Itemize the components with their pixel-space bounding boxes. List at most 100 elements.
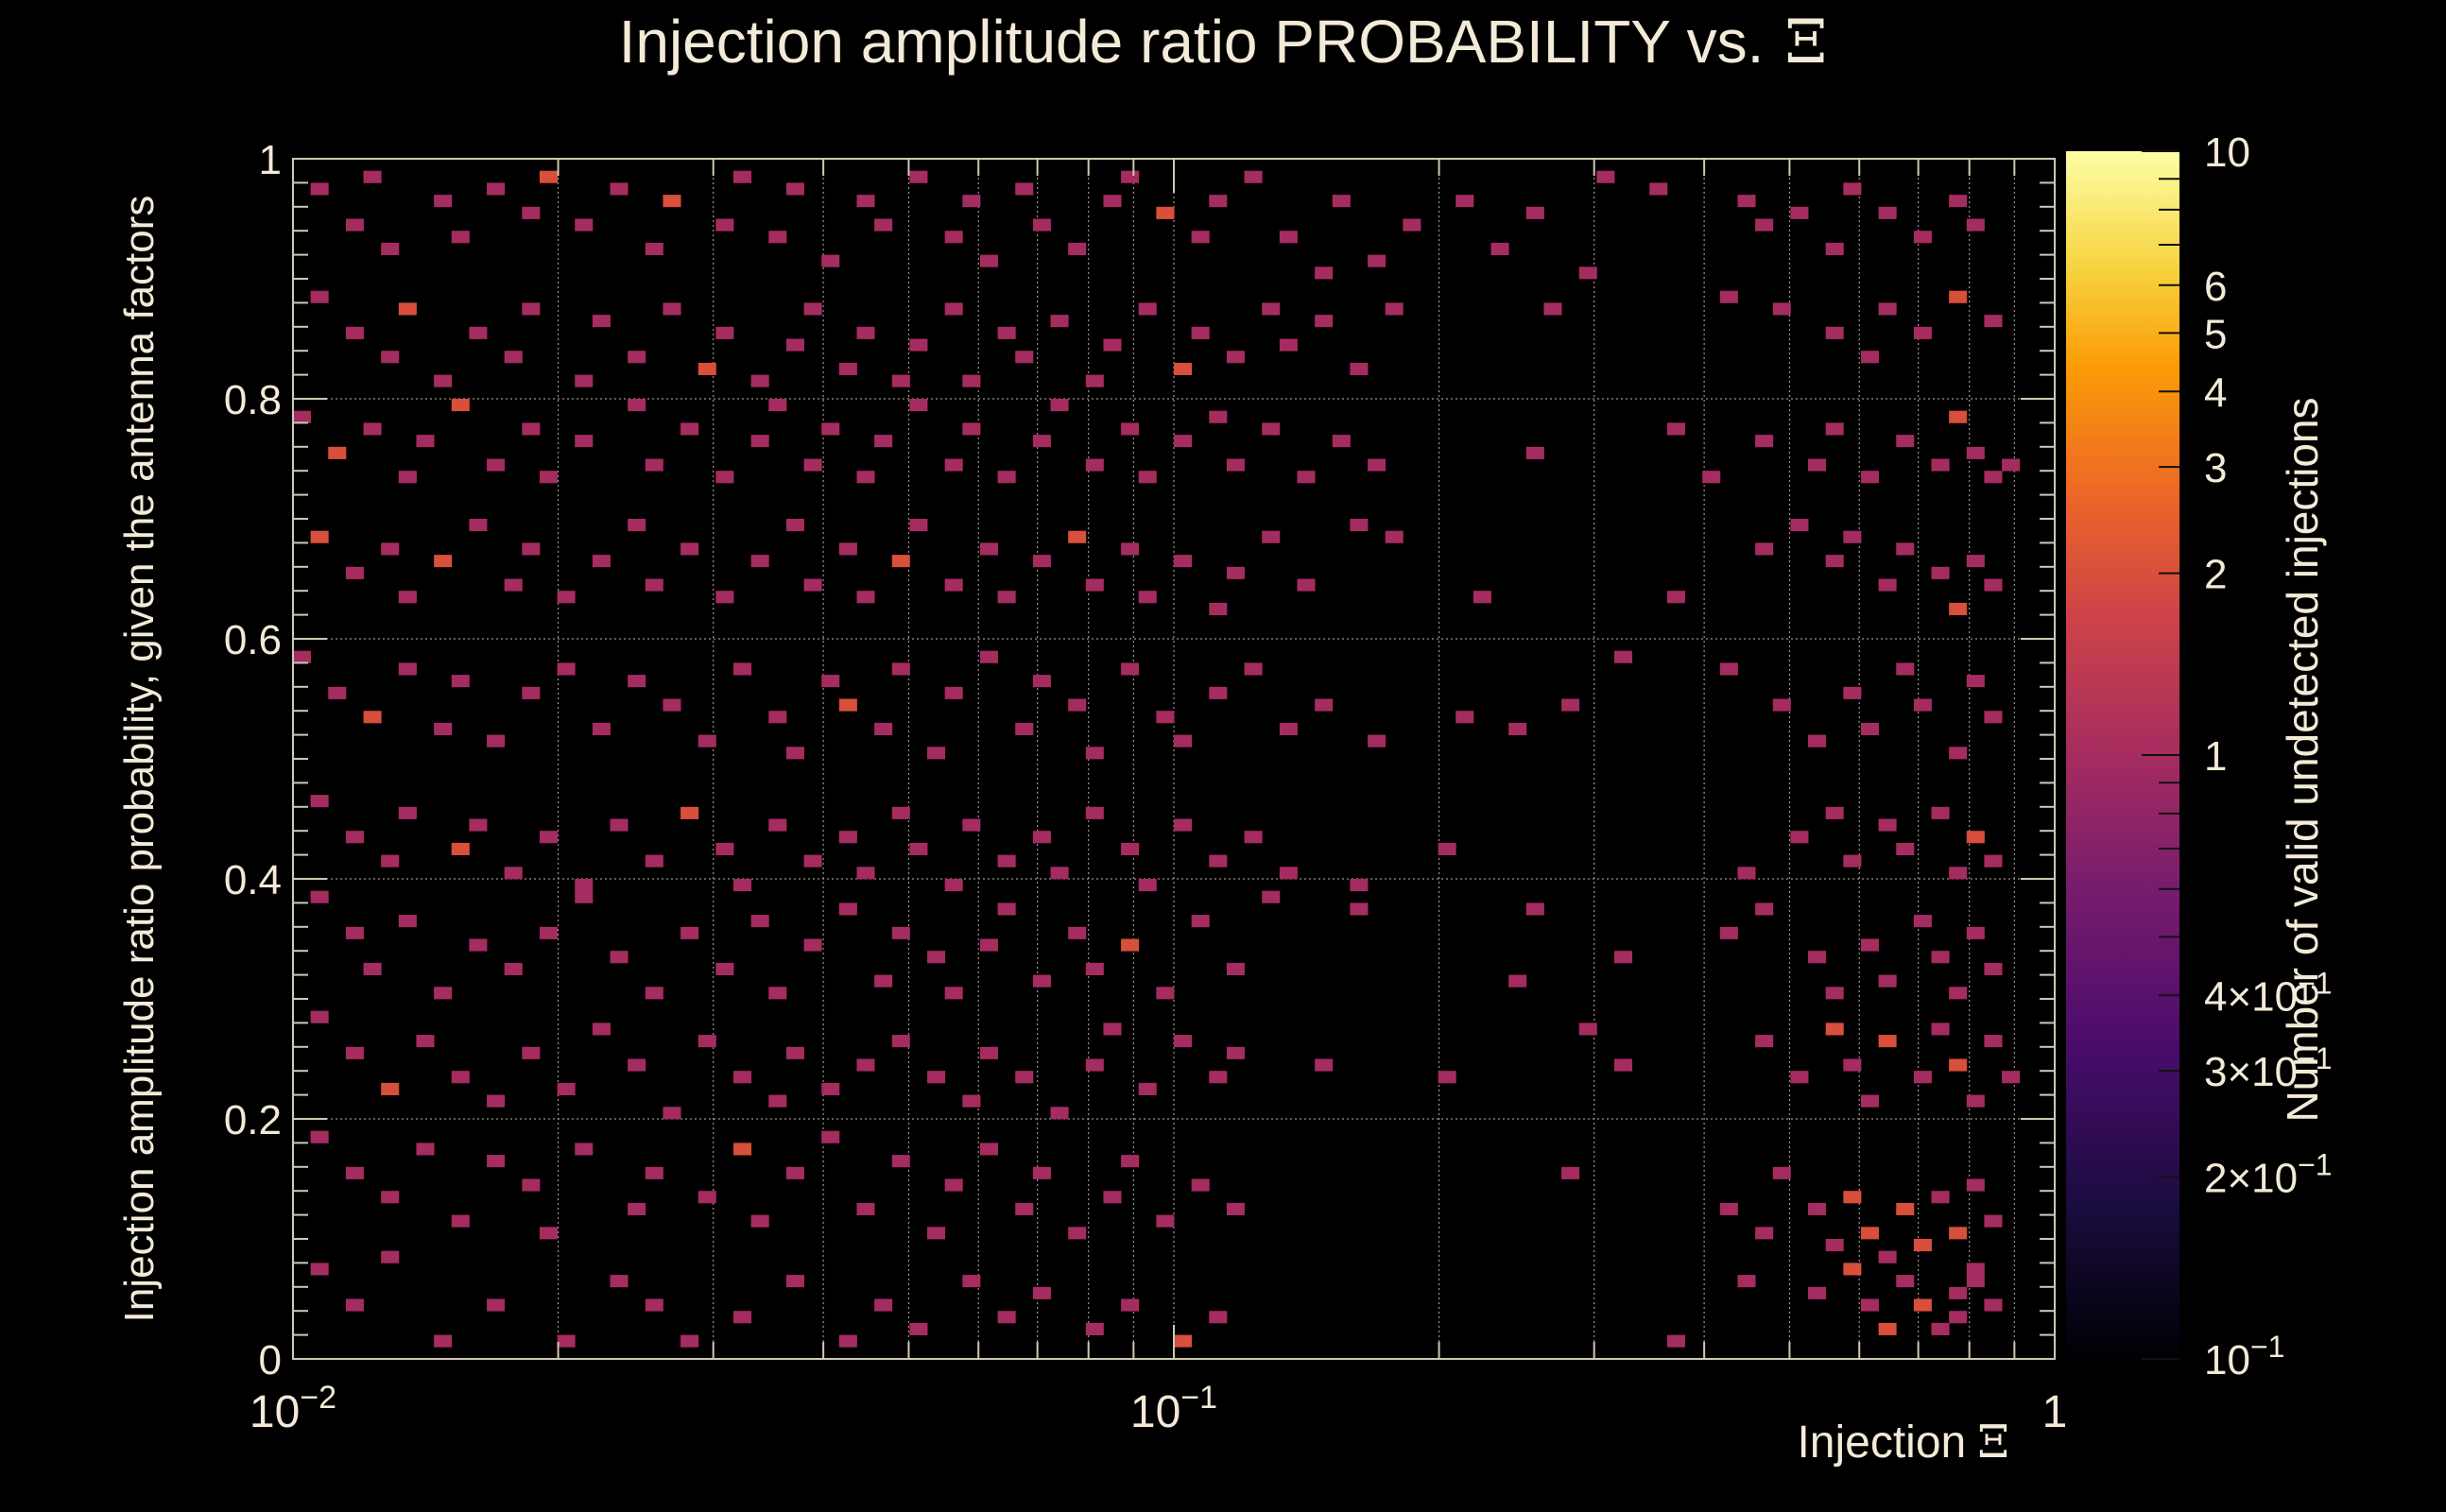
heatmap-cell: [557, 1082, 576, 1095]
heatmap-cell: [1755, 902, 1774, 916]
heatmap-cell: [891, 555, 910, 568]
heatmap-cell: [1772, 698, 1791, 712]
heatmap-cell: [575, 374, 594, 387]
heatmap-cell: [522, 302, 541, 316]
heatmap-cell: [1860, 1227, 1879, 1240]
heatmap-cell: [785, 338, 804, 352]
heatmap-cell: [1755, 218, 1774, 232]
heatmap-cell: [1121, 662, 1140, 676]
heatmap-cell: [1719, 926, 1738, 939]
heatmap-cell: [434, 195, 453, 208]
heatmap-cell: [1032, 974, 1051, 988]
heatmap-cell: [733, 879, 752, 892]
heatmap-cell: [1878, 974, 1897, 988]
heatmap-cell: [310, 1130, 329, 1143]
heatmap-cell: [909, 1322, 928, 1335]
heatmap-cell: [1966, 446, 1985, 459]
heatmap-cell: [469, 326, 488, 339]
heatmap-cell: [1226, 1202, 1245, 1215]
heatmap-cell: [1015, 351, 1034, 364]
heatmap-cell: [1966, 1178, 1985, 1192]
heatmap-cell: [750, 1214, 769, 1228]
heatmap-cell: [1984, 1298, 2003, 1312]
heatmap-cell: [1772, 1166, 1791, 1179]
heatmap-cell: [785, 747, 804, 760]
heatmap-cell: [1931, 1322, 1950, 1335]
heatmap-cell: [1949, 987, 1968, 1000]
y-axis-label: Injection amplitude ratio probability, g…: [116, 196, 163, 1323]
heatmap-cell: [539, 926, 558, 939]
heatmap-cell: [1561, 1166, 1580, 1179]
heatmap-cell: [1085, 374, 1104, 387]
heatmap-cell: [451, 1214, 470, 1228]
heatmap-cell: [1737, 1275, 1756, 1288]
heatmap-cell: [927, 747, 946, 760]
heatmap-cell: [575, 218, 594, 232]
heatmap-cell: [785, 1166, 804, 1179]
heatmap-cell: [487, 458, 506, 472]
heatmap-cell: [1949, 747, 1968, 760]
heatmap-cell: [1015, 722, 1034, 735]
heatmap-cell: [451, 399, 470, 412]
heatmap-cell: [1085, 747, 1104, 760]
heatmap-cell: [1209, 195, 1228, 208]
heatmap-cell: [1949, 602, 1968, 615]
heatmap-cell: [645, 1298, 663, 1312]
colorbar-tick-label: 3×10−1: [2204, 1041, 2333, 1095]
heatmap-cell: [469, 938, 488, 952]
heatmap-cell: [1808, 458, 1827, 472]
colorbar-tick-labels: 10 65 4 3 2 1 4×10−1 3×10−1 2×10−1 10−1: [2204, 129, 2333, 1383]
heatmap-cell: [803, 302, 822, 316]
heatmap-cell: [434, 1334, 453, 1348]
heatmap-cell: [1279, 231, 1298, 244]
heatmap-cell: [1508, 974, 1527, 988]
heatmap-cell: [1138, 591, 1157, 604]
heatmap-cell: [663, 1107, 681, 1120]
heatmap-cell: [1191, 915, 1210, 928]
colorbar-tick-label: 10: [2204, 129, 2250, 176]
heatmap-cell: [1825, 987, 1844, 1000]
heatmap-cell: [1368, 254, 1387, 267]
heatmap-cell: [1578, 1022, 1597, 1036]
heatmap-cell: [1984, 854, 2003, 868]
heatmap-cell: [733, 662, 752, 676]
heatmap-cell: [1860, 722, 1879, 735]
heatmap-cell: [1138, 302, 1157, 316]
heatmap-cell: [1984, 471, 2003, 484]
heatmap-cell: [1878, 1322, 1897, 1335]
heatmap-cell: [1860, 1094, 1879, 1108]
heatmap-cell: [628, 351, 646, 364]
heatmap-cell: [416, 1035, 435, 1048]
heatmap-cell: [645, 578, 663, 592]
heatmap-cell: [1191, 326, 1210, 339]
heatmap-cell: [1790, 1071, 1809, 1084]
heatmap-cell: [891, 1035, 910, 1048]
heatmap-cell: [628, 675, 646, 688]
y-tick-label: 1: [259, 137, 282, 183]
axis-ticks: [292, 158, 2056, 1360]
heatmap-cell: [522, 686, 541, 699]
heatmap-cell: [1649, 182, 1668, 196]
heatmap-cell: [1772, 302, 1791, 316]
heatmap-cell: [628, 399, 646, 412]
heatmap-cell: [434, 987, 453, 1000]
heatmap-cell: [1156, 711, 1175, 724]
colorbar-tick-label: 4: [2204, 369, 2227, 416]
heatmap-cell: [539, 1227, 558, 1240]
heatmap-cell: [1931, 806, 1950, 819]
heatmap-cell: [398, 591, 417, 604]
heatmap-cell: [592, 555, 611, 568]
heatmap-cell: [1825, 555, 1844, 568]
heatmap-cell: [557, 1334, 576, 1348]
heatmap-cell: [310, 290, 329, 303]
heatmap-cell: [838, 831, 857, 844]
heatmap-cell: [979, 1143, 998, 1156]
heatmap-cell: [698, 362, 716, 375]
heatmap-cell: [1121, 842, 1140, 855]
heatmap-cell: [1790, 206, 1809, 219]
heatmap-cell: [1614, 650, 1633, 663]
heatmap-cell: [1174, 1334, 1193, 1348]
heatmap-cell: [715, 591, 734, 604]
heatmap-cell: [1068, 698, 1087, 712]
